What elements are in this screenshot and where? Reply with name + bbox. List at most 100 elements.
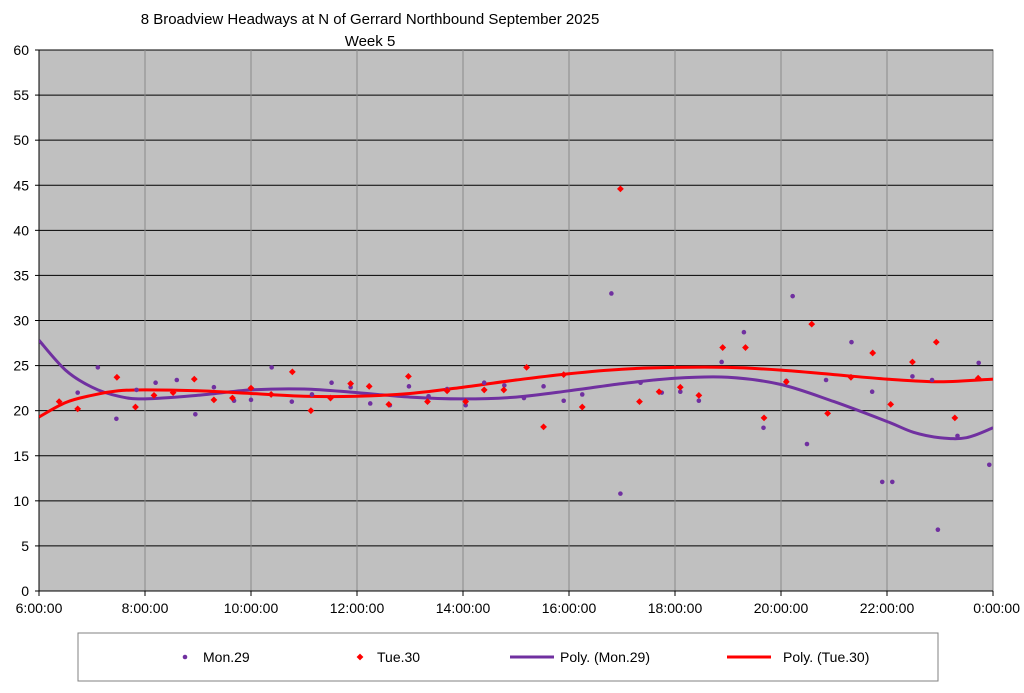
point-mon-29 bbox=[609, 291, 614, 296]
point-tue-30 bbox=[267, 391, 275, 398]
point-tue-30 bbox=[909, 358, 916, 366]
point-mon-29 bbox=[75, 390, 80, 395]
y-tick-label: 55 bbox=[13, 87, 29, 103]
point-mon-29 bbox=[348, 384, 353, 390]
point-mon-29 bbox=[849, 339, 854, 345]
point-tue-30 bbox=[288, 368, 296, 376]
point-mon-29 bbox=[935, 527, 941, 532]
legend-label-poly-tue-30: Poly. (Tue.30) bbox=[783, 649, 869, 665]
point-mon-29 bbox=[823, 377, 829, 383]
point-mon-29 bbox=[579, 392, 585, 397]
point-tue-30 bbox=[655, 388, 663, 396]
x-tick-label: 10:00:00 bbox=[224, 600, 279, 616]
vertical-gridlines bbox=[144, 50, 888, 591]
point-tue-30 bbox=[347, 380, 355, 388]
point-tue-30 bbox=[887, 400, 895, 408]
y-tick-label: 50 bbox=[13, 132, 29, 148]
point-mon-29 bbox=[790, 293, 795, 299]
point-tue-30 bbox=[150, 391, 158, 399]
point-mon-29 bbox=[696, 398, 702, 404]
point-mon-29 bbox=[741, 329, 747, 335]
point-tue-30 bbox=[719, 344, 727, 351]
y-tick-label: 10 bbox=[13, 493, 29, 509]
point-mon-29 bbox=[367, 401, 373, 406]
point-mon-29 bbox=[986, 462, 992, 468]
y-tick-label: 60 bbox=[13, 42, 29, 58]
legend-label-poly-mon-29: Poly. (Mon.29) bbox=[560, 649, 650, 665]
point-tue-30 bbox=[617, 185, 624, 193]
point-mon-29 bbox=[618, 491, 623, 496]
point-mon-29 bbox=[289, 399, 295, 404]
point-mon-29 bbox=[521, 395, 527, 401]
point-mon-29 bbox=[869, 389, 875, 395]
point-mon-29 bbox=[248, 397, 254, 403]
point-mon-29 bbox=[910, 374, 915, 379]
point-tue-30 bbox=[760, 414, 768, 422]
point-mon-29 bbox=[502, 383, 507, 388]
point-tue-30 bbox=[951, 414, 959, 422]
point-tue-30 bbox=[405, 373, 412, 380]
x-tick-label: 20:00:00 bbox=[754, 600, 809, 616]
point-tue-30 bbox=[480, 386, 488, 394]
point-mon-29 bbox=[174, 377, 180, 383]
x-tick-label: 8:00:00 bbox=[122, 600, 169, 616]
point-mon-29 bbox=[153, 380, 158, 386]
point-mon-29 bbox=[678, 389, 683, 395]
point-tue-30 bbox=[74, 405, 82, 413]
point-mon-29 bbox=[134, 387, 139, 393]
x-tick-label: 12:00:00 bbox=[330, 600, 385, 616]
y-tick-label: 45 bbox=[13, 177, 29, 193]
point-tue-30 bbox=[808, 320, 816, 328]
chart-title: 8 Broadview Headways at N of Gerrard Nor… bbox=[141, 11, 600, 28]
point-tue-30 bbox=[169, 389, 177, 397]
point-tue-30 bbox=[847, 373, 855, 381]
y-tick-label: 5 bbox=[21, 538, 29, 554]
x-tick-label: 0:00:00 bbox=[973, 600, 1020, 616]
point-mon-29 bbox=[638, 380, 643, 386]
point-tue-30 bbox=[824, 409, 832, 417]
point-mon-29 bbox=[561, 398, 566, 404]
point-mon-29 bbox=[309, 392, 315, 397]
point-mon-29 bbox=[804, 441, 810, 447]
chart-subtitle: Week 5 bbox=[345, 33, 396, 50]
y-tick-label: 25 bbox=[13, 358, 29, 374]
legend-box bbox=[77, 632, 939, 682]
y-tick-label: 35 bbox=[13, 267, 29, 283]
trendlines bbox=[39, 339, 993, 441]
trendline-poly-tue-30 bbox=[39, 365, 993, 419]
point-mon-29 bbox=[929, 377, 935, 383]
y-tick-label: 20 bbox=[13, 403, 29, 419]
point-mon-29 bbox=[976, 360, 981, 366]
point-tue-30 bbox=[327, 394, 334, 402]
point-mon-29 bbox=[95, 365, 101, 370]
x-tick-label: 16:00:00 bbox=[542, 600, 597, 616]
legend-swatch-mon-29 bbox=[182, 654, 188, 660]
point-mon-29 bbox=[193, 411, 198, 417]
point-tue-30 bbox=[695, 391, 703, 399]
point-tue-30 bbox=[132, 403, 139, 411]
point-tue-30 bbox=[229, 394, 236, 402]
point-mon-29 bbox=[329, 380, 334, 386]
point-tue-30 bbox=[636, 398, 643, 406]
point-mon-29 bbox=[481, 380, 487, 386]
point-mon-29 bbox=[541, 384, 546, 389]
legend-label-tue-30: Tue.30 bbox=[377, 649, 420, 665]
point-tue-30 bbox=[113, 373, 121, 381]
point-tue-30 bbox=[462, 398, 470, 406]
x-tick-label: 22:00:00 bbox=[860, 600, 915, 616]
x-axis: 6:00:00 8:00:00 10:00:00 12:00:00 14:00:00 16… bbox=[16, 590, 1020, 616]
point-tue-30 bbox=[676, 383, 684, 391]
point-mon-29 bbox=[406, 384, 412, 389]
point-tue-30 bbox=[190, 375, 198, 383]
point-tue-30 bbox=[385, 400, 393, 408]
point-tue-30 bbox=[365, 382, 373, 390]
legend: Mon.29 Tue.30 Poly. (Mon.29) Poly. (Tue.30) bbox=[77, 632, 939, 682]
data-points bbox=[55, 185, 992, 532]
legend-label-mon-29: Mon.29 bbox=[203, 649, 250, 665]
y-tick-label: 30 bbox=[13, 313, 29, 329]
point-tue-30 bbox=[247, 384, 255, 392]
point-mon-29 bbox=[269, 365, 274, 370]
y-tick-label: 0 bbox=[21, 583, 29, 599]
